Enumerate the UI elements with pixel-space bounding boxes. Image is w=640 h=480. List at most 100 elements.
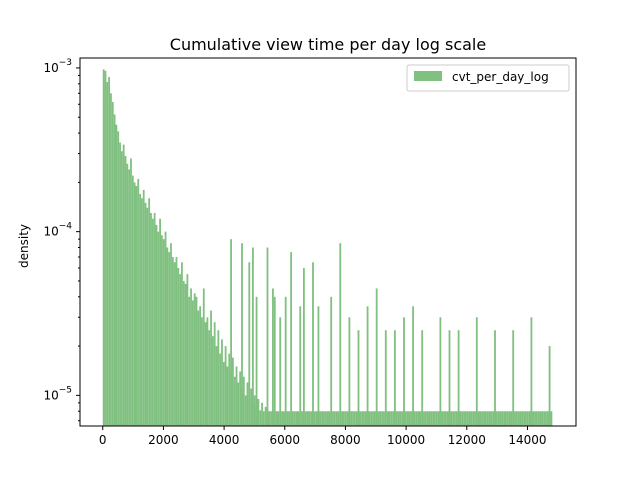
histogram-bar [222, 361, 225, 426]
histogram-bar [159, 218, 161, 426]
histogram-bar [432, 411, 435, 426]
histogram-bar [166, 247, 169, 426]
histogram-bar [211, 336, 214, 426]
histogram-bar [120, 151, 123, 426]
plot-area-frame [79, 57, 577, 427]
histogram-bar [488, 411, 491, 426]
histogram-bar [404, 411, 407, 426]
histogram-bar [501, 411, 504, 426]
histogram-spike-bar [284, 296, 287, 426]
histogram-bar [153, 213, 156, 426]
histogram-bar [322, 411, 325, 426]
histogram-bar [233, 376, 236, 426]
histogram-bar [250, 388, 253, 426]
histogram-bar [319, 411, 322, 426]
histogram-spike-bar [330, 296, 333, 426]
histogram-bar [206, 317, 209, 426]
histogram-bar [188, 296, 191, 426]
histogram-bar [257, 399, 260, 426]
chart-title: Cumulative view time per day log scale [170, 35, 486, 54]
histogram-bar [333, 411, 336, 426]
histogram-bar [335, 411, 338, 426]
histogram-bar [492, 411, 495, 426]
legend-label: cvt_per_day_log [452, 70, 549, 84]
x-tick-label: 14000 [508, 433, 546, 447]
histogram-bar [505, 411, 507, 426]
histogram-bar [483, 411, 485, 426]
histogram-bar [219, 353, 222, 426]
histogram-bar [301, 411, 303, 426]
histogram-bar [102, 69, 105, 427]
histogram-bar [313, 411, 316, 426]
histogram-bar [372, 411, 374, 426]
histogram-bar [270, 411, 273, 426]
histogram-bar [441, 411, 444, 426]
histogram-spike-bar [290, 252, 293, 426]
histogram-bar [379, 411, 382, 426]
histogram-bar [414, 411, 416, 426]
legend: cvt_per_day_log [406, 64, 570, 92]
histogram-bar [543, 411, 546, 426]
histogram-bar [130, 158, 132, 426]
histogram-bar [235, 366, 238, 426]
histogram-bar [417, 411, 420, 426]
histogram-bar [363, 411, 365, 426]
histogram-bar [463, 411, 465, 426]
histogram-bar [525, 411, 527, 426]
histogram-bar [419, 411, 422, 426]
histogram-bar [148, 198, 151, 426]
histogram-bar [426, 411, 429, 426]
histogram-bar [459, 411, 462, 426]
histogram-bar [535, 411, 538, 426]
histogram-bar [397, 411, 400, 426]
histogram-bar [388, 411, 391, 426]
histogram-bar [128, 169, 131, 426]
histogram-bar [503, 411, 506, 426]
histogram-bar [108, 77, 111, 426]
histogram-bar [472, 411, 475, 426]
histogram-bar [104, 70, 107, 426]
histogram-bar [386, 411, 389, 426]
histogram-bar [353, 411, 356, 426]
histogram-bar [545, 411, 547, 426]
histogram-bar [406, 411, 409, 426]
histogram-bar [521, 411, 524, 426]
histogram-bar [286, 411, 289, 426]
histogram-bar [277, 411, 280, 426]
histogram-spike-bar [230, 239, 232, 426]
histogram-spike-bar [448, 330, 451, 426]
histogram-bar [324, 411, 327, 426]
histogram-bar [361, 411, 364, 426]
x-tick-label: 4000 [209, 433, 240, 447]
histogram-bar [508, 411, 511, 426]
histogram-bar [204, 322, 207, 426]
histogram-bar [466, 411, 469, 426]
histogram-bar [195, 296, 198, 426]
histogram-bar [444, 411, 447, 426]
histogram-bar [292, 411, 294, 426]
histogram-bar [264, 406, 267, 426]
histogram-bar [202, 288, 205, 426]
histogram-bar [546, 411, 549, 426]
histogram-bar [171, 257, 174, 426]
histogram-bar [115, 124, 118, 427]
histogram-bar [497, 411, 500, 426]
legend-box [406, 64, 570, 92]
histogram-bar [281, 411, 283, 426]
histogram-bar [315, 411, 318, 426]
histogram-bar [184, 283, 187, 426]
x-tick-label: 10000 [387, 433, 425, 447]
histogram-bar [443, 411, 445, 426]
histogram-bar [526, 411, 529, 426]
histogram-bar [106, 82, 109, 427]
x-tick-label: 12000 [448, 433, 486, 447]
histogram-bar [415, 411, 418, 426]
histogram-bar [201, 317, 203, 426]
histogram-bar [517, 411, 520, 426]
histogram-bar [117, 131, 120, 426]
histogram-spike-bar [272, 288, 274, 426]
histogram-bar [484, 411, 487, 426]
histogram-bar [226, 366, 229, 426]
histogram-spike-bar [439, 317, 442, 426]
histogram-bar [541, 411, 544, 426]
